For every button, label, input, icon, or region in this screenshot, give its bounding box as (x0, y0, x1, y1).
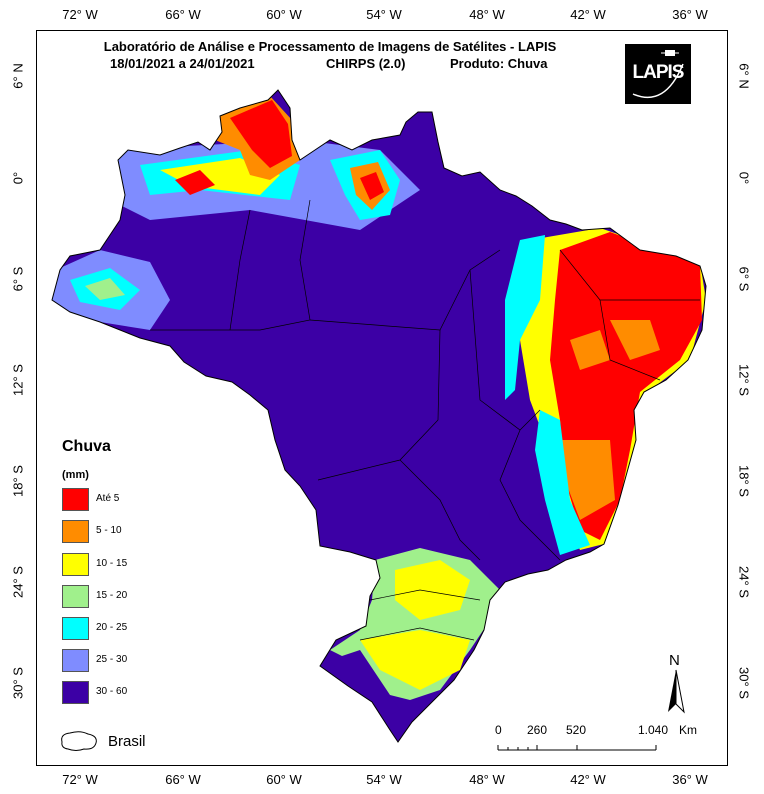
legend-swatch (62, 617, 89, 640)
legend-label: 25 - 30 (96, 654, 128, 665)
rainfall-classes (52, 96, 706, 720)
lon-tick-label: 54° W (366, 7, 402, 22)
north-arrow-icon (668, 669, 685, 714)
map-title: Laboratório de Análise e Processamento d… (103, 39, 557, 54)
lon-tick-label: 66° W (165, 772, 201, 787)
lon-tick-label: 72° W (62, 7, 98, 22)
lon-tick-label: 72° W (62, 772, 98, 787)
state-boundaries (150, 199, 700, 641)
satellite-icon (632, 50, 684, 99)
legend-label: 20 - 25 (96, 622, 128, 633)
legend-title: Chuva (62, 438, 111, 455)
legend-swatch (62, 649, 89, 672)
lon-tick-label: 42° W (570, 7, 606, 22)
legend-label: 15 - 20 (96, 590, 128, 601)
legend-label: 10 - 15 (96, 558, 128, 569)
scale-unit: Km (679, 723, 697, 737)
boundary-symbol-icon (61, 731, 97, 751)
product-label: Produto: Chuva (450, 56, 548, 71)
lon-tick-label: 66° W (165, 7, 201, 22)
lon-tick-label: 60° W (266, 772, 302, 787)
scale-label: 520 (566, 723, 587, 737)
lon-tick-label: 54° W (366, 772, 402, 787)
legend-swatch (62, 681, 89, 704)
lon-tick-label: 48° W (469, 772, 505, 787)
scale-bar (497, 745, 657, 751)
lon-tick-label: 60° W (266, 7, 302, 22)
lon-tick-label: 42° W (570, 772, 606, 787)
legend-swatch (62, 553, 89, 576)
boundary-label: Brasil (108, 733, 146, 750)
lon-tick-label: 48° W (469, 7, 505, 22)
legend-label: 5 - 10 (96, 525, 122, 536)
legend-label: Até 5 (96, 493, 120, 504)
scale-label: 260 (527, 723, 548, 737)
dataset-label: CHIRPS (2.0) (326, 56, 406, 71)
legend-swatch (62, 585, 89, 608)
scale-label: 1.040 (638, 723, 669, 737)
lon-tick-label: 36° W (672, 7, 708, 22)
legend-label: 30 - 60 (96, 686, 128, 697)
logo-text: LAPIS (632, 62, 685, 83)
lon-tick-label: 36° W (672, 772, 708, 787)
legend-unit: (mm) (62, 469, 89, 481)
period-label: 18/01/2021 a 24/01/2021 (110, 56, 255, 71)
north-label: N (669, 652, 680, 669)
scale-label: 0 (495, 723, 502, 737)
legend-swatch (62, 488, 89, 511)
lapis-logo: LAPIS (625, 44, 691, 104)
legend-swatch (62, 520, 89, 543)
